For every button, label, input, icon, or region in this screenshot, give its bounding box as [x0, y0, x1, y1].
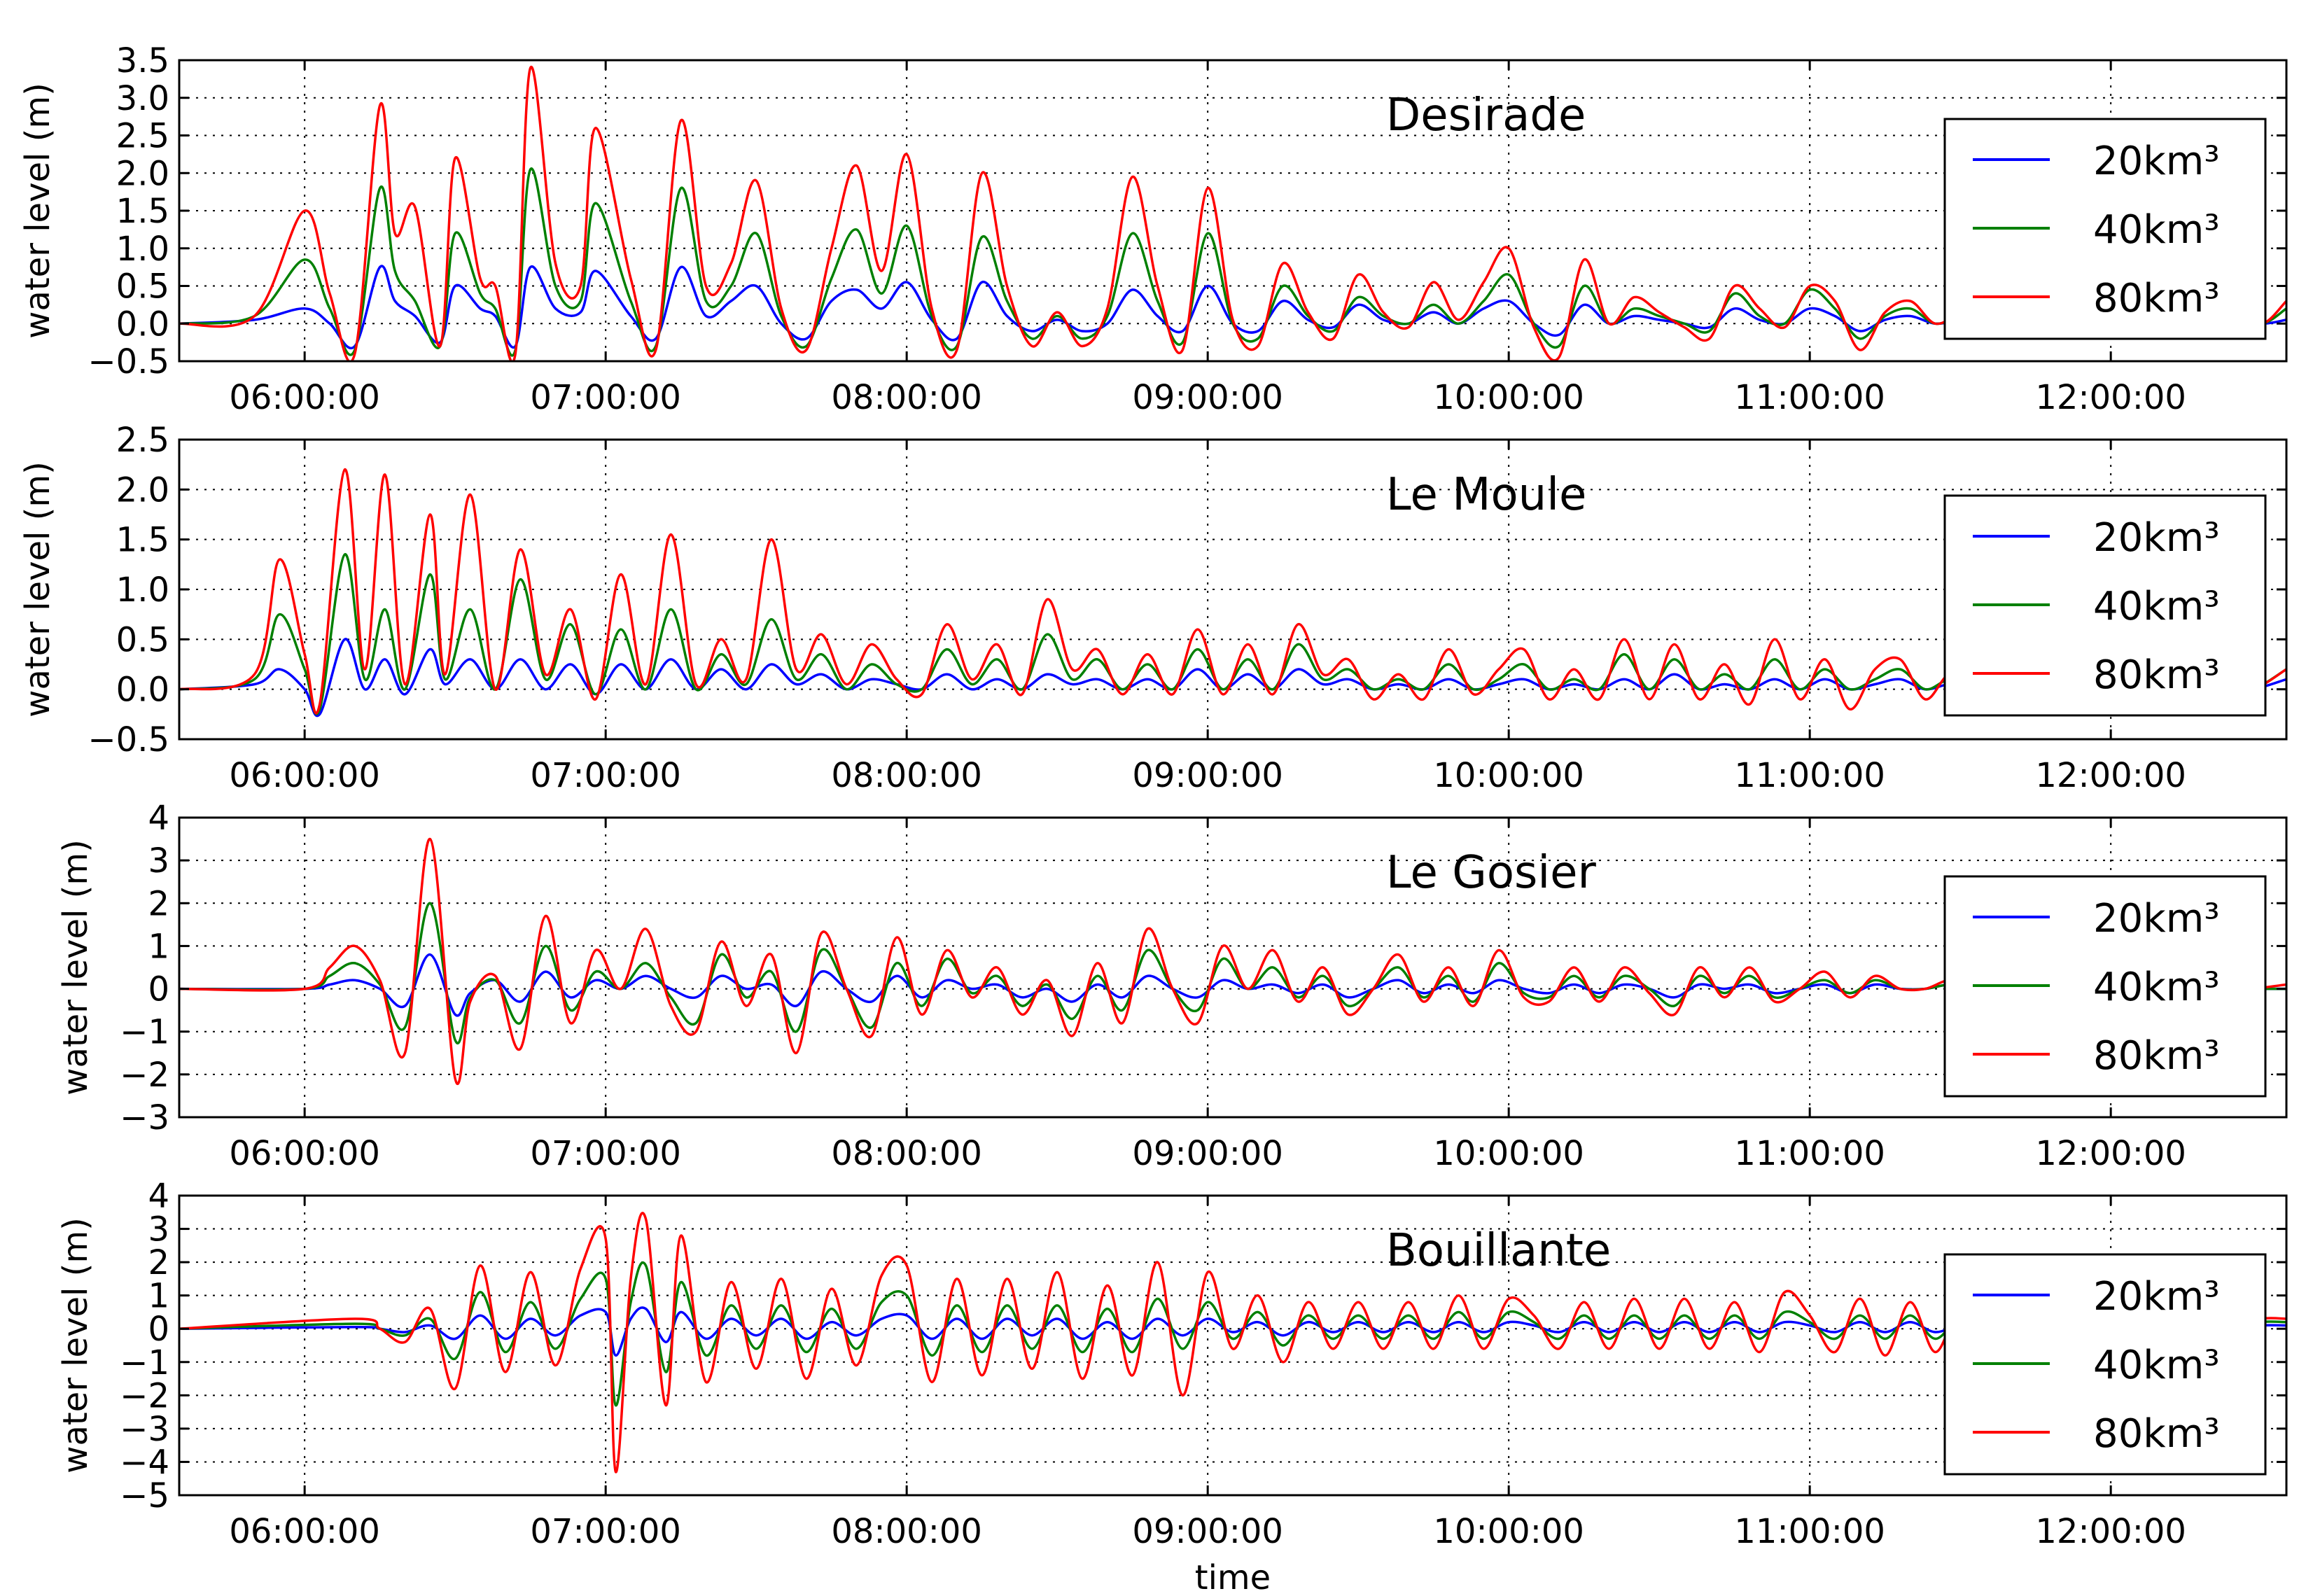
x-tick-label: 10:00:00 [1433, 1512, 1584, 1551]
x-tick-label: 06:00:00 [229, 378, 380, 417]
panel-2: −3−2 −1 0 1 234 06:00:00 07:00:00 08:00:00 09:00… [56, 799, 2288, 1173]
y-tick-label: 1.5 [116, 521, 169, 560]
x-tick-label: 08:00:00 [831, 1512, 982, 1551]
x-tick-label: 09:00:00 [1132, 1134, 1283, 1173]
y-tick-label: 2.0 [116, 154, 169, 193]
y-tick-label: −1 [120, 1013, 169, 1052]
y-tick-label: 0.0 [116, 671, 169, 710]
y-tick-label: −4 [120, 1443, 169, 1482]
panel-title: Le Gosier [1386, 847, 1597, 899]
y-tick-label: 2.5 [116, 421, 169, 460]
legend-label: 40km³ [2093, 584, 2220, 629]
y-tick-label: 2.5 [116, 117, 169, 156]
y-tick-label: 4 [148, 799, 169, 838]
legend-label: 40km³ [2093, 207, 2220, 253]
axes-frame [178, 816, 2288, 1119]
y-tick-label: 0 [148, 970, 169, 1009]
y-tick-label: −2 [120, 1376, 169, 1415]
series-line-80km [179, 1212, 2286, 1474]
x-tick-label: 12:00:00 [2035, 1134, 2186, 1173]
x-tick-label: 07:00:00 [530, 1134, 681, 1173]
x-tick-label: 09:00:00 [1132, 378, 1283, 417]
y-tick-label: 1.5 [116, 192, 169, 231]
x-tick-label: 07:00:00 [530, 756, 681, 795]
x-tick-label: 12:00:00 [2035, 1512, 2186, 1551]
legend-label: 80km³ [2093, 652, 2220, 698]
x-tick-label: 12:00:00 [2035, 378, 2186, 417]
y-tick-label: 1.0 [116, 570, 169, 610]
legend-label: 20km³ [2093, 896, 2220, 941]
legend-label: 40km³ [2093, 965, 2220, 1010]
y-tick-label: 2.0 [116, 470, 169, 510]
y-axis-label: water level (m) [56, 1217, 95, 1474]
y-tick-label: 3.5 [116, 41, 169, 80]
y-tick-label: −3 [120, 1098, 169, 1138]
y-tick-label: 4 [148, 1177, 169, 1216]
legend-label: 80km³ [2093, 1033, 2220, 1079]
y-tick-label: −3 [120, 1410, 169, 1449]
panel-title: Le Moule [1386, 469, 1586, 521]
series-line-40km [179, 553, 2286, 715]
x-tick-label: 10:00:00 [1433, 756, 1584, 795]
x-tick-label: 06:00:00 [229, 1134, 380, 1173]
x-tick-label: 11:00:00 [1734, 1134, 1885, 1173]
x-tick-label: 08:00:00 [831, 378, 982, 417]
series-line-20km [179, 265, 2286, 349]
legend-label: 20km³ [2093, 139, 2220, 184]
y-tick-label: 1 [148, 927, 169, 966]
x-tick-label: 06:00:00 [229, 1512, 380, 1551]
y-axis-label: water level (m) [56, 839, 95, 1096]
legend-label: 20km³ [2093, 1274, 2220, 1320]
legend-label: 80km³ [2093, 1411, 2220, 1457]
x-tick-label: 07:00:00 [530, 378, 681, 417]
y-tick-label: −0.5 [88, 720, 169, 760]
x-tick-label: 10:00:00 [1433, 1134, 1584, 1173]
y-tick-label: −0.5 [88, 342, 169, 382]
y-tick-label: 3 [148, 841, 169, 881]
y-tick-label: 1.0 [116, 230, 169, 269]
y-tick-label: 2 [148, 1243, 169, 1282]
x-tick-label: 12:00:00 [2035, 756, 2186, 795]
y-tick-label: 3 [148, 1210, 169, 1250]
series-line-80km [179, 468, 2286, 715]
series-line-80km [179, 837, 2286, 1086]
y-tick-label: 2 [148, 884, 169, 923]
y-tick-label: 0.5 [116, 620, 169, 659]
y-tick-label: −1 [120, 1343, 169, 1382]
y-tick-label: 1 [148, 1277, 169, 1316]
x-tick-label: 10:00:00 [1433, 378, 1584, 417]
x-tick-label: 06:00:00 [229, 756, 380, 795]
x-tick-label: 11:00:00 [1734, 1512, 1885, 1551]
x-tick-label: 11:00:00 [1734, 756, 1885, 795]
x-tick-label: 09:00:00 [1132, 1512, 1283, 1551]
x-axis-label: time [1195, 1558, 1271, 1596]
y-tick-label: 0 [148, 1310, 169, 1349]
panel-1: −0.5 0.0 0.5 1.0 1.5 2.0 2.5 06:00:00 07:00:00 08… [18, 421, 2288, 795]
legend-label: 20km³ [2093, 515, 2220, 561]
x-tick-label: 08:00:00 [831, 756, 982, 795]
x-tick-label: 11:00:00 [1734, 378, 1885, 417]
y-tick-label: 0.0 [116, 304, 169, 344]
x-tick-label: 09:00:00 [1132, 756, 1283, 795]
plot-area [179, 1196, 2286, 1495]
panel-title: Desirade [1386, 90, 1586, 141]
y-tick-label: 0.5 [116, 267, 169, 307]
x-tick-label: 07:00:00 [530, 1512, 681, 1551]
panel-title: Bouillante [1386, 1225, 1611, 1277]
series-line-80km [179, 65, 2286, 361]
y-tick-label: −5 [120, 1476, 169, 1516]
y-axis-label: water level (m) [18, 461, 57, 718]
axes-frame [178, 1194, 2288, 1497]
y-tick-label: 3.0 [116, 79, 169, 118]
legend-label: 80km³ [2093, 276, 2220, 321]
panel-0: −0.50.00.51.01.52.02.53.03.5 06:00:00 07:0… [18, 41, 2288, 417]
series-line-40km [179, 1261, 2286, 1407]
y-tick-label: −2 [120, 1056, 169, 1095]
x-tick-label: 08:00:00 [831, 1134, 982, 1173]
legend-label: 40km³ [2093, 1343, 2220, 1388]
y-axis-label: water level (m) [18, 83, 57, 339]
